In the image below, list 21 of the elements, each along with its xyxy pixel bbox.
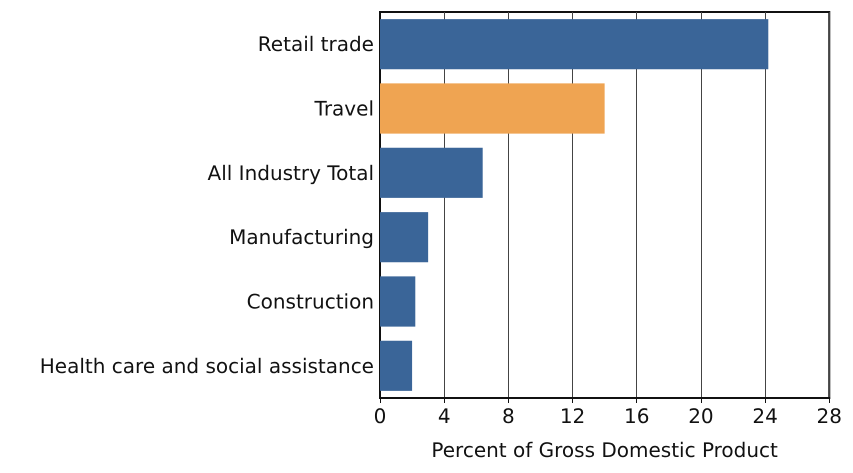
bar [380, 148, 483, 198]
x-tick-label: 16 [624, 404, 650, 428]
y-tick-label: Retail trade [258, 32, 374, 56]
bar [380, 276, 416, 327]
bar [380, 340, 412, 391]
x-axis-title: Percent of Gross Domestic Product [431, 438, 778, 462]
x-tick-label: 8 [502, 404, 515, 428]
x-tick-label: 20 [688, 404, 714, 428]
bar [380, 83, 605, 134]
bar [380, 19, 768, 70]
y-tick-label: Construction [246, 290, 374, 314]
x-tick-label: 28 [816, 404, 842, 428]
x-tick-label: 24 [752, 404, 778, 428]
x-tick-label: 0 [374, 404, 386, 428]
y-tick-label: Travel [314, 96, 374, 120]
y-tick-label: Manufacturing [229, 225, 374, 250]
x-tick-label: 12 [560, 404, 586, 428]
y-tick-label: Health care and social assistance [40, 354, 374, 378]
x-tick-label: 4 [438, 404, 451, 428]
bar [380, 212, 428, 262]
y-tick-label: All Industry Total [208, 160, 374, 185]
